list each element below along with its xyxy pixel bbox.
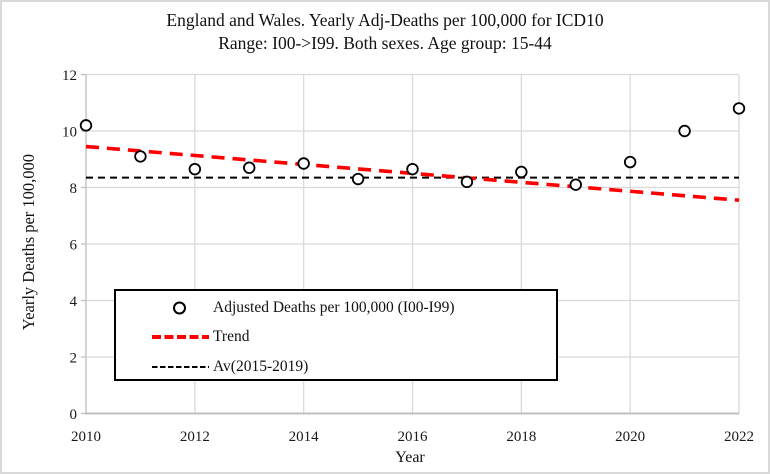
data-point-2014 [297, 157, 310, 170]
chart-title-line-2: Range: I00->I99. Both sexes. Age group: … [218, 33, 552, 53]
legend-item-trend: Trend [116, 323, 556, 353]
data-point-2017 [460, 175, 474, 189]
x-tick-label-2012: 2012 [180, 429, 210, 445]
data-point-2010 [79, 119, 93, 132]
y-tick-label-6: 6 [70, 238, 78, 254]
data-point-2022 [732, 102, 746, 115]
y-tick-label-8: 8 [70, 181, 78, 197]
x-tick-label-2010: 2010 [71, 429, 101, 445]
x-tick-label-2016: 2016 [398, 429, 429, 445]
data-point-2019 [569, 178, 582, 191]
data-point-2013 [243, 161, 256, 174]
data-point-2021 [678, 124, 691, 138]
red-dashed-line-icon [152, 335, 209, 340]
y-tick-label-2: 2 [70, 351, 78, 367]
legend-item-average: Av(2015-2019) [116, 352, 556, 382]
legend-item-adjusted-deaths: Adjusted Deaths per 100,000 (I00-I99) [116, 293, 556, 323]
legend-item-label: Adjusted Deaths per 100,000 (I00-I99) [213, 298, 455, 316]
y-tick-label-0: 0 [70, 407, 78, 423]
x-tick-label-2018: 2018 [506, 429, 536, 445]
x-tick-label-2014: 2014 [289, 429, 320, 445]
data-point-2015 [351, 172, 365, 186]
x-axis-title: Year [395, 449, 425, 466]
chart-title: England and Wales. Yearly Adj-Deaths per… [2, 9, 768, 55]
legend-item-label: Trend [213, 328, 250, 346]
chart-title-line-1: England and Wales. Yearly Adj-Deaths per… [166, 10, 604, 30]
y-axis-title: Yearly Deaths per 100,000 [19, 153, 38, 331]
data-point-2018 [515, 165, 528, 179]
black-dashed-line-icon [152, 365, 209, 368]
data-point-2020 [623, 155, 637, 169]
x-tick-label-2020: 2020 [615, 429, 645, 445]
legend-item-label: Av(2015-2019) [213, 357, 309, 375]
data-point-2011 [134, 150, 147, 163]
y-tick-label-10: 10 [62, 125, 77, 141]
open-circle-marker-icon [173, 301, 186, 315]
y-tick-label-12: 12 [62, 68, 77, 84]
data-point-2012 [188, 162, 202, 176]
y-tick-label-4: 4 [70, 294, 78, 310]
data-point-2016 [406, 162, 419, 176]
legend-box: Adjusted Deaths per 100,000 (I00-I99) Tr… [114, 289, 558, 381]
x-tick-label-2022: 2022 [724, 429, 754, 445]
